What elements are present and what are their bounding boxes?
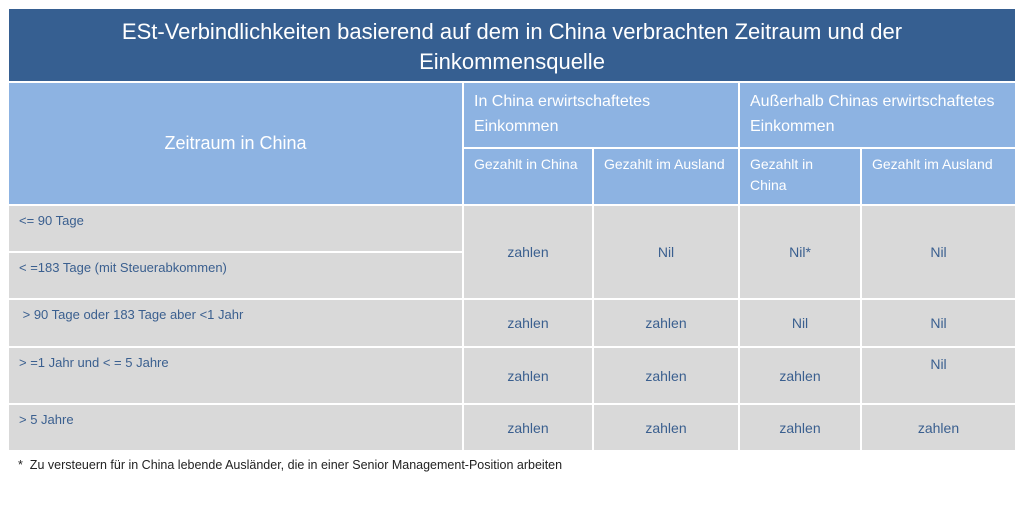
row-label: < =183 Tage (mit Steuerabkommen)	[8, 252, 463, 299]
cell: Nil	[861, 299, 1016, 347]
row-label: > 5 Jahre	[8, 404, 463, 451]
cell: zahlen	[739, 347, 861, 404]
header-sub: Gezahlt im Ausland	[861, 148, 1016, 205]
cell: zahlen	[463, 205, 593, 299]
header-sub: Gezahlt im Ausland	[593, 148, 739, 205]
footnote: * Zu versteuern für in China lebende Aus…	[18, 458, 563, 472]
cell: zahlen	[593, 347, 739, 404]
cell: zahlen	[739, 404, 861, 451]
cell: zahlen	[463, 299, 593, 347]
header-sub: Gezahlt in China	[739, 148, 861, 205]
cell: Nil*	[739, 205, 861, 299]
cell: zahlen	[593, 404, 739, 451]
header-group-china: In China erwirtschaftetes Einkommen	[463, 82, 739, 148]
row-label: <= 90 Tage	[8, 205, 463, 252]
table-title: ESt-Verbindlichkeiten basierend auf dem …	[8, 8, 1016, 82]
row-label: > 90 Tage oder 183 Tage aber <1 Jahr	[8, 299, 463, 347]
cell: zahlen	[463, 347, 593, 404]
cell: zahlen	[463, 404, 593, 451]
cell: Nil	[593, 205, 739, 299]
cell: Nil	[861, 205, 1016, 299]
row-label: > =1 Jahr und < = 5 Jahre	[8, 347, 463, 404]
header-period: Zeitraum in China	[8, 82, 463, 205]
header-group-abroad: Außerhalb Chinas erwirtschaftetes Einkom…	[739, 82, 1016, 148]
cell: Nil	[861, 347, 1016, 404]
header-sub: Gezahlt in China	[463, 148, 593, 205]
cell: Nil	[739, 299, 861, 347]
cell: zahlen	[861, 404, 1016, 451]
cell: zahlen	[593, 299, 739, 347]
